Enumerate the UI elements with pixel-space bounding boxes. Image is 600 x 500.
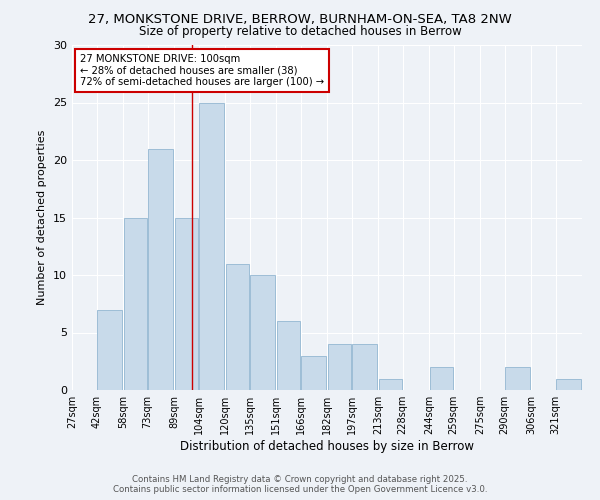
- Bar: [328, 344, 351, 390]
- Bar: [352, 344, 377, 390]
- Text: 27 MONKSTONE DRIVE: 100sqm
← 28% of detached houses are smaller (38)
72% of semi: 27 MONKSTONE DRIVE: 100sqm ← 28% of deta…: [80, 54, 324, 87]
- Bar: [430, 367, 453, 390]
- Bar: [379, 378, 402, 390]
- Bar: [175, 218, 198, 390]
- Bar: [505, 367, 530, 390]
- Bar: [148, 148, 173, 390]
- Bar: [124, 218, 147, 390]
- Bar: [250, 275, 275, 390]
- Text: Contains HM Land Registry data © Crown copyright and database right 2025.
Contai: Contains HM Land Registry data © Crown c…: [113, 474, 487, 494]
- Bar: [556, 378, 581, 390]
- Text: 27, MONKSTONE DRIVE, BERROW, BURNHAM-ON-SEA, TA8 2NW: 27, MONKSTONE DRIVE, BERROW, BURNHAM-ON-…: [88, 12, 512, 26]
- Bar: [97, 310, 122, 390]
- Bar: [226, 264, 249, 390]
- Y-axis label: Number of detached properties: Number of detached properties: [37, 130, 47, 305]
- Text: Size of property relative to detached houses in Berrow: Size of property relative to detached ho…: [139, 25, 461, 38]
- Bar: [199, 102, 224, 390]
- Bar: [277, 321, 300, 390]
- X-axis label: Distribution of detached houses by size in Berrow: Distribution of detached houses by size …: [180, 440, 474, 453]
- Bar: [301, 356, 326, 390]
